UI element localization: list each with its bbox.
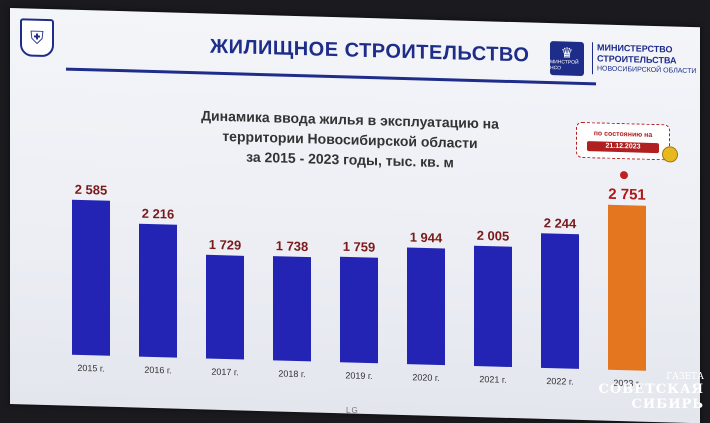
category-label-1: 2016 г. — [144, 365, 171, 376]
value-label-5: 1 944 — [410, 230, 443, 246]
newspaper-watermark: ГАЗЕТА СОВЕТСКАЯ СИБИРЬ — [584, 372, 704, 412]
bar-4 — [340, 256, 378, 364]
bar-3 — [273, 256, 311, 362]
value-label-0: 2 585 — [75, 182, 108, 198]
category-label-0: 2015 г. — [77, 363, 104, 374]
category-label-2: 2017 г. — [211, 367, 238, 378]
category-label-8: 2023 г. — [613, 378, 640, 389]
bar-chart: 2 585 2015 г. 2 216 2016 г. 1 729 2017 г. 1 73… — [72, 182, 646, 389]
bar-6 — [474, 245, 512, 368]
value-label-8: 2 751 — [608, 186, 646, 204]
value-label-1: 2 216 — [142, 206, 175, 222]
bar-0 — [72, 199, 110, 356]
category-label-3: 2018 г. — [278, 368, 305, 379]
watermark-line-2: СОВЕТСКАЯ — [598, 382, 704, 397]
bar-2 — [206, 254, 244, 360]
bar-8 — [608, 204, 646, 371]
category-label-6: 2021 г. — [479, 374, 506, 385]
bar-1 — [139, 223, 177, 358]
presentation-screen: ⛨ ЖИЛИЩНОЕ СТРОИТЕЛЬСТВО ♛ МИНСТРОЙ НСО … — [10, 8, 703, 423]
category-label-7: 2022 г. — [546, 376, 573, 387]
category-label-4: 2019 г. — [345, 370, 372, 381]
watermark-line-3: СИБИРЬ — [631, 397, 704, 412]
value-label-7: 2 244 — [544, 215, 577, 231]
value-label-3: 1 738 — [276, 238, 309, 254]
bar-5 — [407, 247, 445, 366]
category-label-5: 2020 г. — [412, 372, 439, 383]
bar-7 — [541, 233, 579, 369]
value-label-2: 1 729 — [209, 237, 242, 253]
tv-brand-logo: LG — [346, 406, 359, 415]
value-label-4: 1 759 — [343, 239, 376, 255]
value-label-6: 2 005 — [477, 228, 510, 244]
watermark-line-1: ГАЗЕТА — [666, 372, 704, 382]
